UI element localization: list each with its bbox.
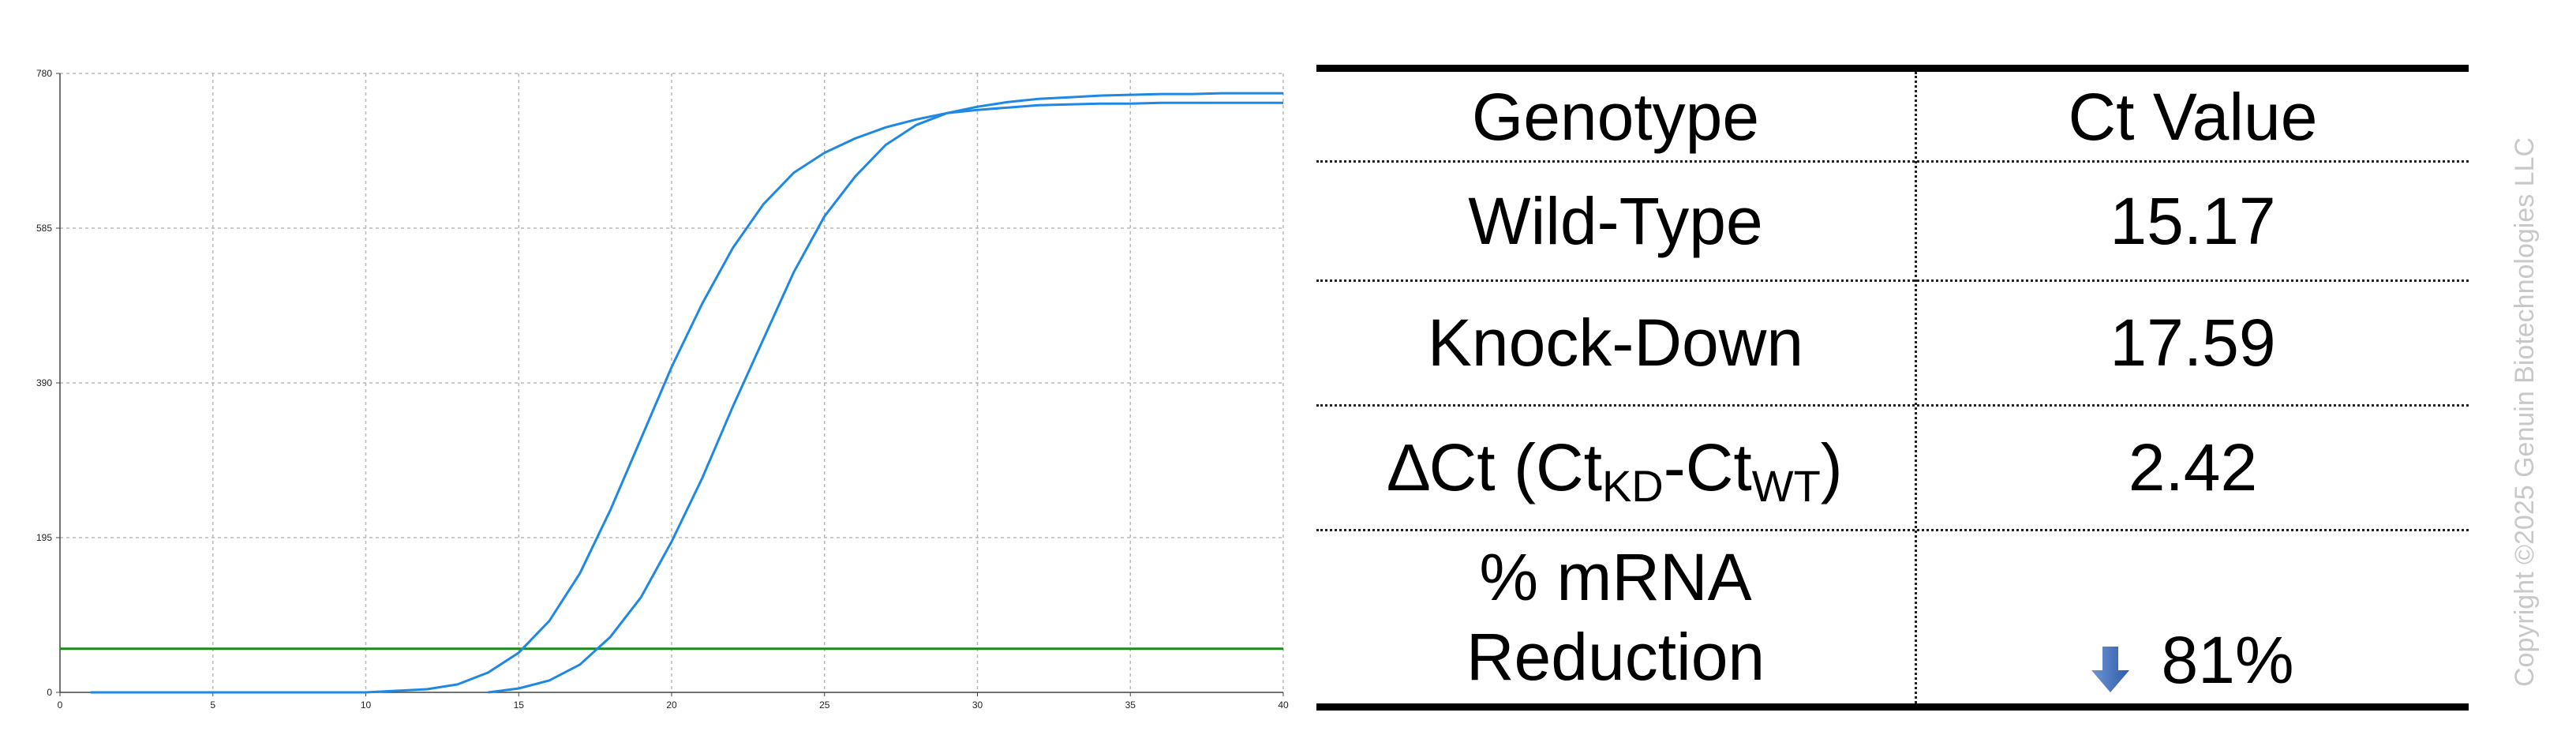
amplification-plot: 0 5 10 15 20 25 30 35 40 0 195 390 585 780 xyxy=(36,68,1289,711)
mrna-reduction-line2: Reduction xyxy=(1466,620,1765,694)
row-divider xyxy=(1316,404,2469,407)
header-genotype: Genotype xyxy=(1471,80,1760,155)
x-tick-label: 5 xyxy=(210,699,215,711)
amplification-curve-1 xyxy=(90,101,1283,694)
table-top-rule xyxy=(1316,65,2469,72)
grid-lines xyxy=(60,73,1284,692)
mrna-reduction-line1: % mRNA xyxy=(1479,540,1752,615)
row-divider xyxy=(1316,529,2469,531)
x-tick-label: 15 xyxy=(514,699,525,711)
y-tick-label: 585 xyxy=(36,223,52,234)
delta-ct-text: ∆Ct (Ct xyxy=(1388,430,1602,505)
amplification-chart: 0 5 10 15 20 25 30 35 40 0 195 390 585 780 xyxy=(36,68,1289,711)
row-mrna-reduction-value: 81% xyxy=(2161,623,2294,698)
x-tick-label: 40 xyxy=(1278,699,1289,711)
row-mrna-reduction-value-cell: 81% xyxy=(1917,531,2469,703)
x-tick-label: 30 xyxy=(972,699,983,711)
x-tick-label: 20 xyxy=(666,699,677,711)
x-tick-label: 0 xyxy=(58,699,63,711)
x-tick-label: 35 xyxy=(1125,699,1136,711)
row-wild-type-label: Wild-Type xyxy=(1468,183,1763,258)
y-tick-label: 390 xyxy=(36,377,52,388)
row-divider xyxy=(1316,160,2469,163)
row-knock-down-label: Knock-Down xyxy=(1427,306,1804,381)
header-ct-value: Ct Value xyxy=(2068,80,2318,155)
x-tick-label: 25 xyxy=(819,699,830,711)
delta-ct-end: ) xyxy=(1820,430,1843,505)
copyright-watermark: Copyright ©2025 Genuin Biotechnologies L… xyxy=(2510,137,2540,687)
row-wild-type-value: 15.17 xyxy=(2110,183,2276,258)
row-mrna-reduction-label: % mRNA Reduction xyxy=(1316,531,1915,703)
delta-ct-sub-kd: KD xyxy=(1601,461,1664,512)
row-delta-ct-value: 2.42 xyxy=(2128,430,2258,505)
row-knock-down-value: 17.59 xyxy=(2110,306,2276,381)
table-bottom-rule xyxy=(1316,703,2469,711)
delta-ct-sub-wt: WT xyxy=(1751,461,1821,512)
tick-labels: 0 5 10 15 20 25 30 35 40 0 195 390 585 780 xyxy=(36,68,1289,711)
column-divider xyxy=(1915,72,1917,703)
y-tick-label: 0 xyxy=(47,687,52,698)
y-tick-label: 195 xyxy=(36,532,52,543)
down-arrow-icon xyxy=(2091,647,2130,692)
delta-ct-mid: -Ct xyxy=(1663,430,1752,505)
row-divider xyxy=(1316,279,2469,282)
ct-results-table: Genotype Ct Value Wild-Type 15.17 Knock-… xyxy=(1316,65,2469,712)
x-tick-label: 10 xyxy=(361,699,372,711)
amplification-curves xyxy=(90,92,1283,694)
y-tick-label: 780 xyxy=(36,68,52,79)
amplification-curve-2 xyxy=(488,92,1283,694)
row-delta-ct-label: ∆Ct (CtKD-CtWT) xyxy=(1316,407,1915,529)
